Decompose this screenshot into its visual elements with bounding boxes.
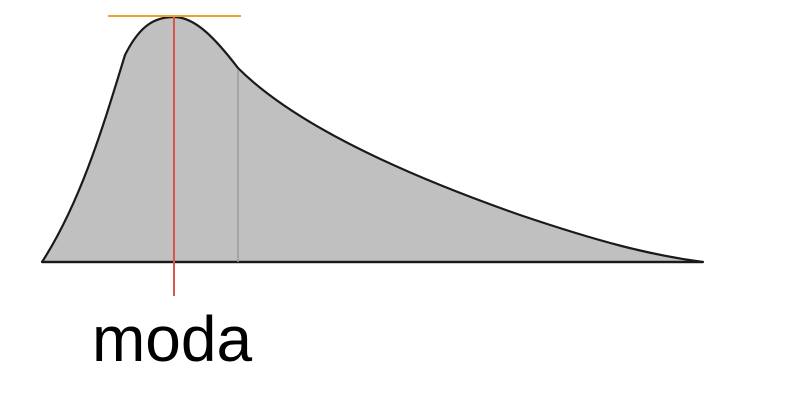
density-curve-area — [40, 15, 705, 264]
mode-label: moda — [92, 303, 253, 375]
